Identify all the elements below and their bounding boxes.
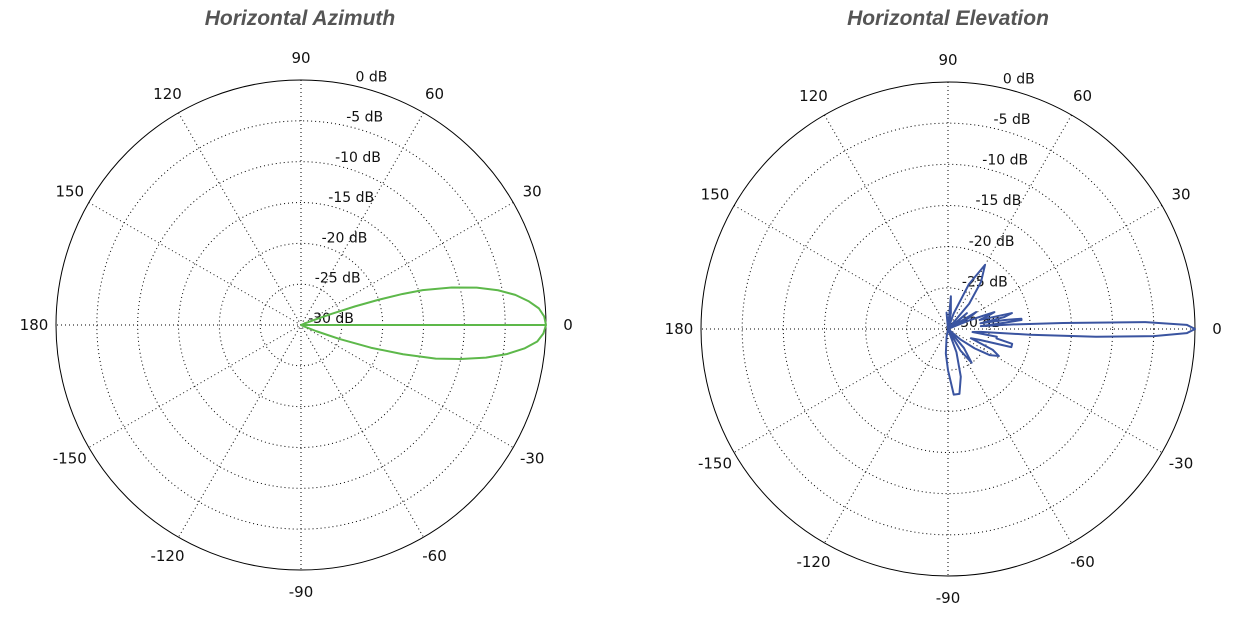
angle-tick-label: 60 [1073, 87, 1092, 105]
grid-spoke [88, 202, 514, 448]
angle-tick-label: 150 [701, 186, 730, 204]
radial-tick-label: -20 dB [322, 231, 368, 247]
angle-tick-label: 120 [153, 85, 182, 103]
radial-tick-label: 0 dB [355, 69, 387, 85]
angle-tick-label: 120 [799, 87, 828, 105]
angle-tick-label: 0 [1212, 320, 1222, 338]
grid-circle [741, 122, 1155, 536]
pattern-trace [944, 263, 1196, 396]
grid-circle [824, 205, 1072, 453]
angle-tick-label: -150 [698, 455, 732, 473]
chart-title-azimuth: Horizontal Azimuth [204, 7, 396, 30]
angle-tick-label: 30 [523, 183, 542, 201]
grid-spoke [178, 112, 424, 538]
radial-tick-label: -20 dB [969, 234, 1015, 250]
angle-tick-label: -150 [53, 450, 87, 468]
angle-tick-label: 30 [1171, 186, 1190, 204]
angle-tick-label: -30 [520, 450, 545, 468]
radial-tick-label: -30 dB [308, 311, 354, 327]
angle-tick-label: 90 [291, 49, 310, 67]
angle-tick-label: 90 [938, 51, 957, 69]
angle-tick-label: -120 [150, 547, 184, 565]
angle-tick-label: 60 [425, 85, 444, 103]
angle-tick-label: 180 [20, 316, 49, 334]
radial-tick-label: -5 dB [994, 112, 1031, 128]
pattern-trace [300, 286, 547, 360]
angle-tick-label: -90 [936, 589, 961, 607]
radial-tick-label: -10 dB [335, 150, 381, 166]
angle-tick-label: -30 [1169, 455, 1194, 473]
radial-tick-label: -25 dB [962, 274, 1008, 290]
angle-tick-label: 180 [665, 320, 694, 338]
angle-tick-label: -90 [289, 583, 314, 601]
radial-tick-label: -15 dB [328, 190, 374, 206]
grid-spoke [178, 112, 424, 538]
angle-tick-label: -60 [422, 547, 447, 565]
radial-tick-label: -10 dB [982, 153, 1028, 169]
radial-tick-label: 0 dB [1003, 71, 1035, 87]
angle-tick-label: -120 [796, 553, 830, 571]
chart-title-elevation: Horizontal Elevation [847, 7, 1049, 30]
radial-tick-label: -5 dB [346, 110, 383, 126]
radial-tick-label: -25 dB [315, 271, 361, 287]
radial-tick-label: -15 dB [975, 193, 1021, 209]
angle-tick-label: -60 [1070, 553, 1095, 571]
angle-tick-label: 0 [563, 316, 573, 334]
polar-chart-azimuth: 0 dB -5 dB -10 dB -15 dB -20 dB -25 dB -30 dB 0… [20, 49, 573, 601]
angle-tick-label: 150 [55, 183, 84, 201]
grid-spoke [88, 202, 514, 448]
polar-chart-elevation: 0 dB-5 dB-10 dB-15 dB-20 dB-25 dB-30 dB 0… [665, 51, 1222, 607]
